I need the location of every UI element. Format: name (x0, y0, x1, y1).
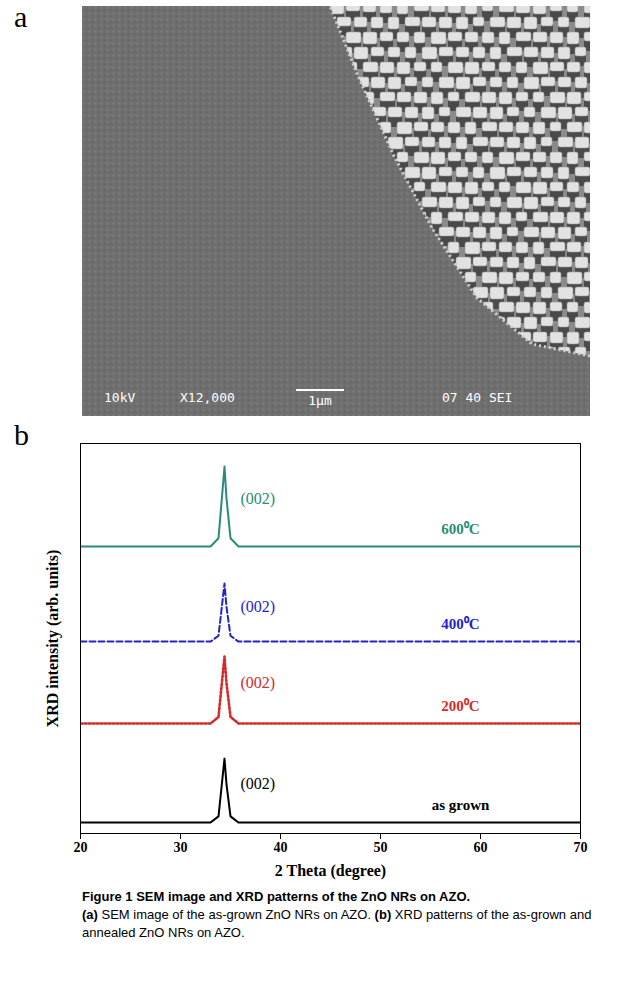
svg-text:07 40 SEI: 07 40 SEI (442, 390, 512, 405)
svg-text:10kV: 10kV (104, 390, 135, 405)
svg-text:70: 70 (574, 840, 588, 855)
svg-text:200⁰C: 200⁰C (441, 697, 479, 714)
svg-text:2 Theta (degree): 2 Theta (degree) (275, 862, 386, 880)
html-text:Figure 1 SEM image and XRD pat: Figure 1 SEM image and XRD patterns of t… (82, 889, 471, 904)
svg-text:400⁰C: 400⁰C (441, 615, 479, 632)
html-text:b: b (14, 418, 29, 451)
svg-text:X12,000: X12,000 (180, 390, 235, 405)
svg-text:20: 20 (74, 840, 88, 855)
svg-text:(002): (002) (241, 490, 276, 508)
svg-text:(002): (002) (241, 598, 276, 616)
svg-text:1μm: 1μm (308, 393, 332, 408)
html-text:a: a (14, 0, 28, 33)
svg-text:(002): (002) (241, 775, 276, 793)
svg-text:40: 40 (274, 840, 288, 855)
svg-text:50: 50 (374, 840, 388, 855)
svg-text:(002): (002) (241, 674, 276, 692)
svg-text:as grown: as grown (432, 797, 490, 813)
svg-text:600⁰C: 600⁰C (441, 520, 479, 537)
svg-text:30: 30 (174, 840, 188, 855)
svg-text:XRD intensity (arb. units): XRD intensity (arb. units) (44, 550, 62, 728)
html-text:(a) SEM image of the as-grown: (a) SEM image of the as-grown ZnO NRs on… (82, 907, 592, 940)
svg-text:60: 60 (474, 840, 488, 855)
